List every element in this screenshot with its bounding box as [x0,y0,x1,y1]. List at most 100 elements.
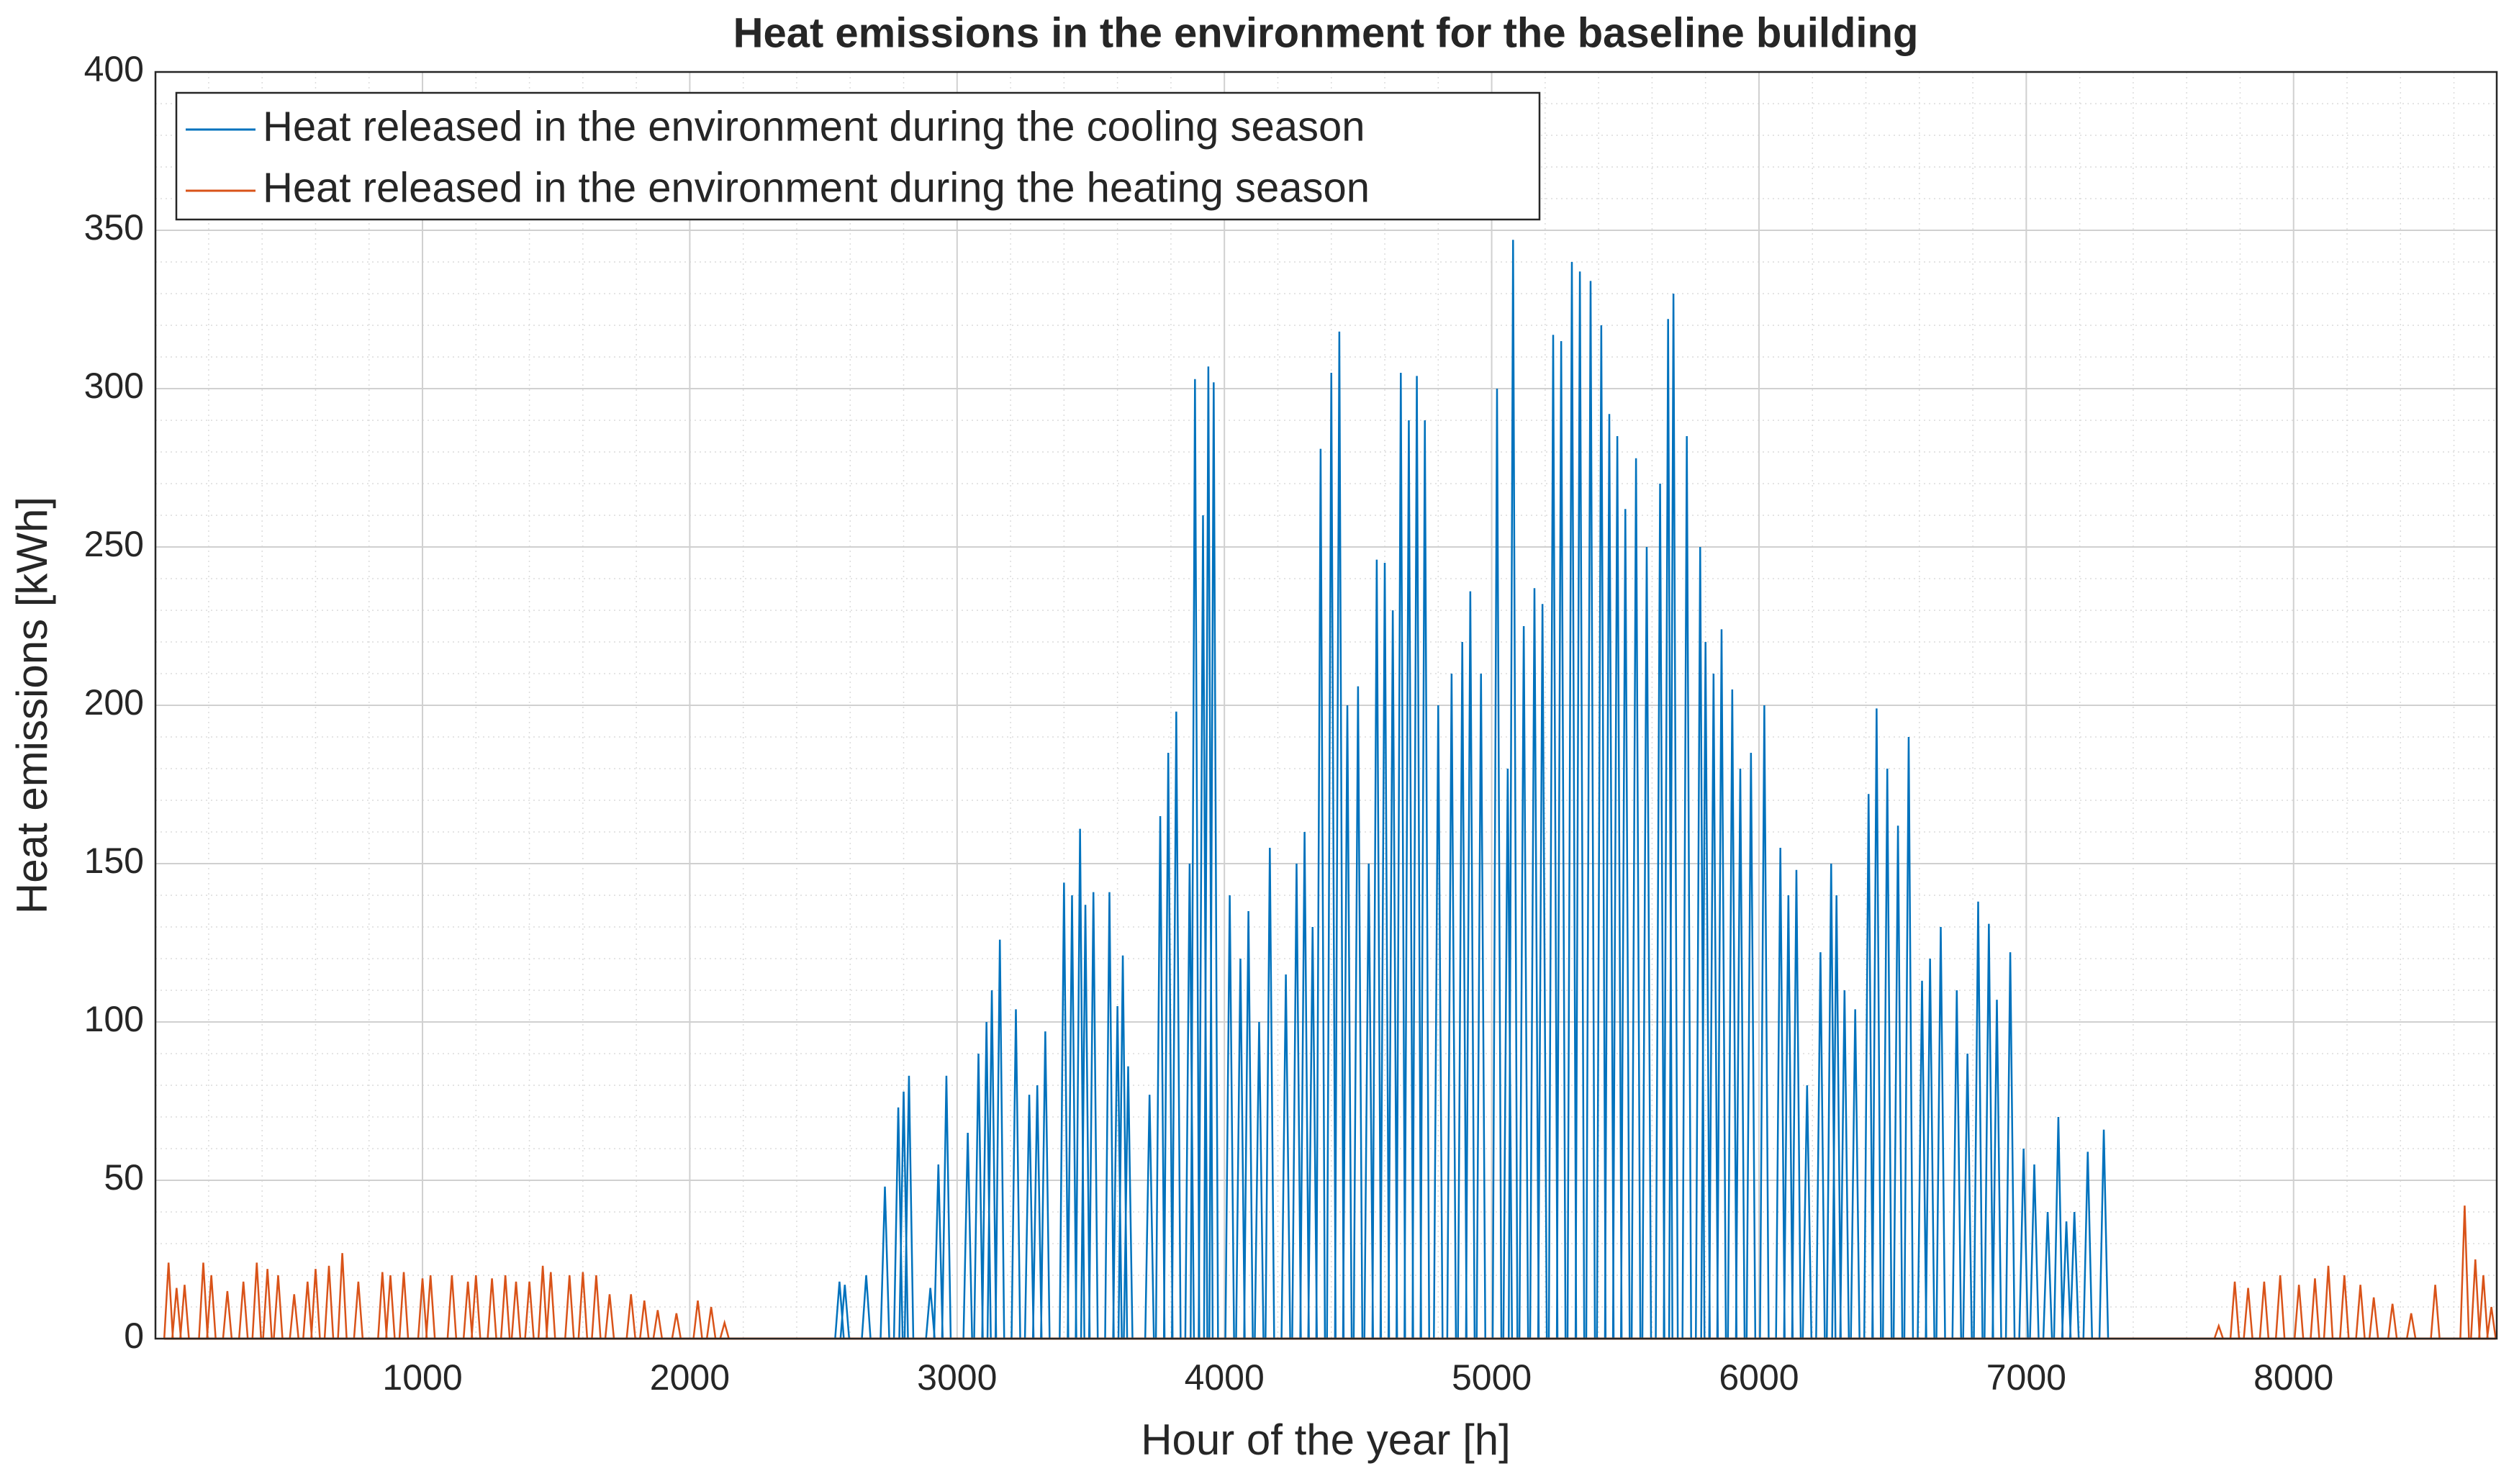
spike [1040,1031,1051,1339]
spike [1059,882,1070,1339]
spike [604,1294,615,1339]
plot-area [163,240,2497,1340]
spike [262,1269,273,1339]
spike [1801,1085,1813,1339]
spike [2053,1116,2064,1339]
spike [1475,673,1486,1339]
spike [1775,847,1786,1339]
spike [1681,435,1692,1339]
spike [2229,1281,2241,1339]
spike [1935,926,1946,1339]
spike [1326,372,1337,1339]
spike [1555,340,1567,1339]
spike [198,1262,209,1339]
spike [1537,604,1548,1339]
spike [962,1132,973,1339]
spike [1491,388,1503,1339]
spike [163,1262,174,1339]
spike [2082,1152,2094,1339]
spike [1031,1085,1043,1339]
spike [1973,901,1984,1339]
spike [289,1294,299,1339]
spike [1184,863,1195,1339]
spike [1315,448,1326,1339]
spike [2274,1275,2286,1339]
spike [1023,1095,1035,1339]
spike [2068,1211,2080,1339]
x-tick-label: 1000 [382,1357,462,1398]
spike [1951,990,1963,1339]
y-tick-label: 350 [84,207,144,248]
spike [1465,591,1476,1339]
spike [1791,869,1802,1339]
spike [719,1319,730,1339]
spike [206,1275,217,1339]
spike [1104,892,1115,1339]
spike [2098,1129,2110,1339]
spike [1387,610,1398,1339]
spike [2061,1221,2072,1339]
spike [302,1281,313,1339]
spike [2323,1265,2334,1339]
spike [1596,325,1607,1339]
x-tick-label: 3000 [917,1357,997,1398]
spike [1984,923,1994,1339]
spike [2405,1313,2417,1339]
legend-label: Heat released in the environment during … [263,164,1370,211]
spike [705,1306,717,1339]
spike [1352,686,1364,1339]
y-tick-label: 250 [84,524,144,564]
spike [462,1281,474,1339]
spike [1566,261,1578,1339]
legend-box [175,91,1541,221]
spike [1508,240,1519,1339]
spike [1154,815,1166,1339]
y-tick-label: 100 [84,999,144,1039]
spike [417,1278,428,1339]
spike [1783,895,1794,1339]
spike [1235,958,1246,1339]
spike [1700,641,1711,1339]
spike [692,1300,703,1339]
spike [1815,952,1826,1339]
spike [1962,1053,1973,1339]
spike [1735,768,1746,1339]
x-axis-label: Hour of the year [h] [1141,1416,1511,1464]
spike [1299,831,1310,1339]
spike [353,1281,364,1339]
spike [2042,1211,2053,1339]
spike [933,1164,944,1339]
spike [1379,562,1391,1339]
spike [446,1275,458,1339]
spike [2004,952,2016,1339]
spike [2368,1297,2379,1339]
spike [1265,847,1275,1339]
x-tick-label: 5000 [1452,1357,1532,1398]
spike [2486,1306,2497,1339]
spike [385,1275,396,1339]
spike [1585,281,1596,1339]
spike [2213,1323,2224,1339]
spike [251,1262,263,1339]
spike [2355,1285,2366,1339]
spike [222,1290,233,1339]
spike [1342,705,1353,1339]
spike [1067,895,1077,1339]
spike [903,1075,915,1339]
spike [1518,625,1529,1339]
spike [1903,736,1914,1339]
spike [639,1300,650,1339]
spike [1307,926,1318,1339]
spike [1080,905,1091,1339]
spike [238,1281,249,1339]
chart-title: Heat emissions in the environment for th… [733,9,1919,56]
spike [510,1281,522,1339]
spike [1208,382,1219,1339]
spike [1254,1021,1265,1339]
spike [377,1272,388,1339]
spike [625,1294,636,1339]
spike [1871,708,1882,1339]
spike [1745,752,1757,1339]
spike [2310,1278,2320,1339]
